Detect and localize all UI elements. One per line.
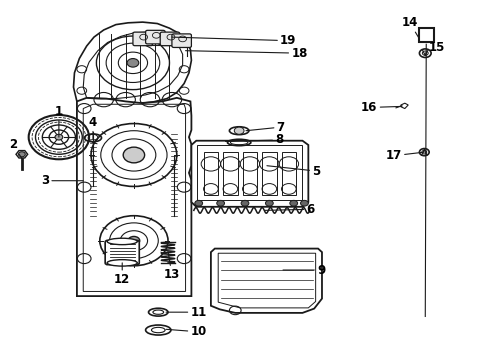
FancyBboxPatch shape (262, 152, 277, 195)
Circle shape (128, 237, 140, 245)
Text: 14: 14 (402, 16, 419, 39)
FancyBboxPatch shape (243, 152, 257, 195)
Circle shape (55, 134, 63, 140)
Circle shape (195, 201, 202, 206)
FancyBboxPatch shape (172, 34, 192, 48)
Circle shape (300, 201, 308, 206)
Text: 18: 18 (186, 47, 308, 60)
Text: 13: 13 (164, 251, 180, 281)
Text: 4: 4 (89, 116, 97, 139)
Polygon shape (211, 249, 322, 313)
Polygon shape (16, 150, 28, 158)
Text: 10: 10 (166, 325, 207, 338)
FancyBboxPatch shape (133, 32, 152, 46)
Ellipse shape (107, 260, 137, 266)
Ellipse shape (107, 238, 137, 245)
Circle shape (266, 201, 273, 206)
Text: 17: 17 (386, 149, 424, 162)
Text: 15: 15 (425, 41, 445, 54)
Circle shape (290, 201, 297, 206)
Circle shape (234, 127, 244, 134)
Circle shape (241, 201, 249, 206)
FancyBboxPatch shape (160, 32, 180, 46)
FancyBboxPatch shape (146, 30, 165, 44)
Text: 2: 2 (9, 139, 22, 158)
Text: 3: 3 (41, 174, 83, 187)
Text: 19: 19 (172, 34, 296, 47)
Text: 1: 1 (55, 105, 63, 137)
Text: 6: 6 (265, 203, 315, 216)
Text: 8: 8 (225, 134, 283, 147)
Polygon shape (192, 141, 308, 207)
Polygon shape (74, 22, 192, 103)
Text: 11: 11 (166, 306, 207, 319)
Text: 12: 12 (114, 263, 130, 286)
Circle shape (217, 201, 224, 206)
Circle shape (123, 147, 145, 163)
FancyBboxPatch shape (203, 152, 218, 195)
FancyBboxPatch shape (282, 152, 296, 195)
Circle shape (19, 152, 25, 157)
Polygon shape (77, 98, 192, 296)
Circle shape (127, 59, 139, 67)
Text: 16: 16 (361, 101, 402, 114)
Text: 5: 5 (267, 165, 320, 177)
Text: 9: 9 (283, 264, 325, 276)
FancyBboxPatch shape (105, 240, 139, 265)
Text: 7: 7 (246, 121, 285, 134)
FancyBboxPatch shape (223, 152, 238, 195)
